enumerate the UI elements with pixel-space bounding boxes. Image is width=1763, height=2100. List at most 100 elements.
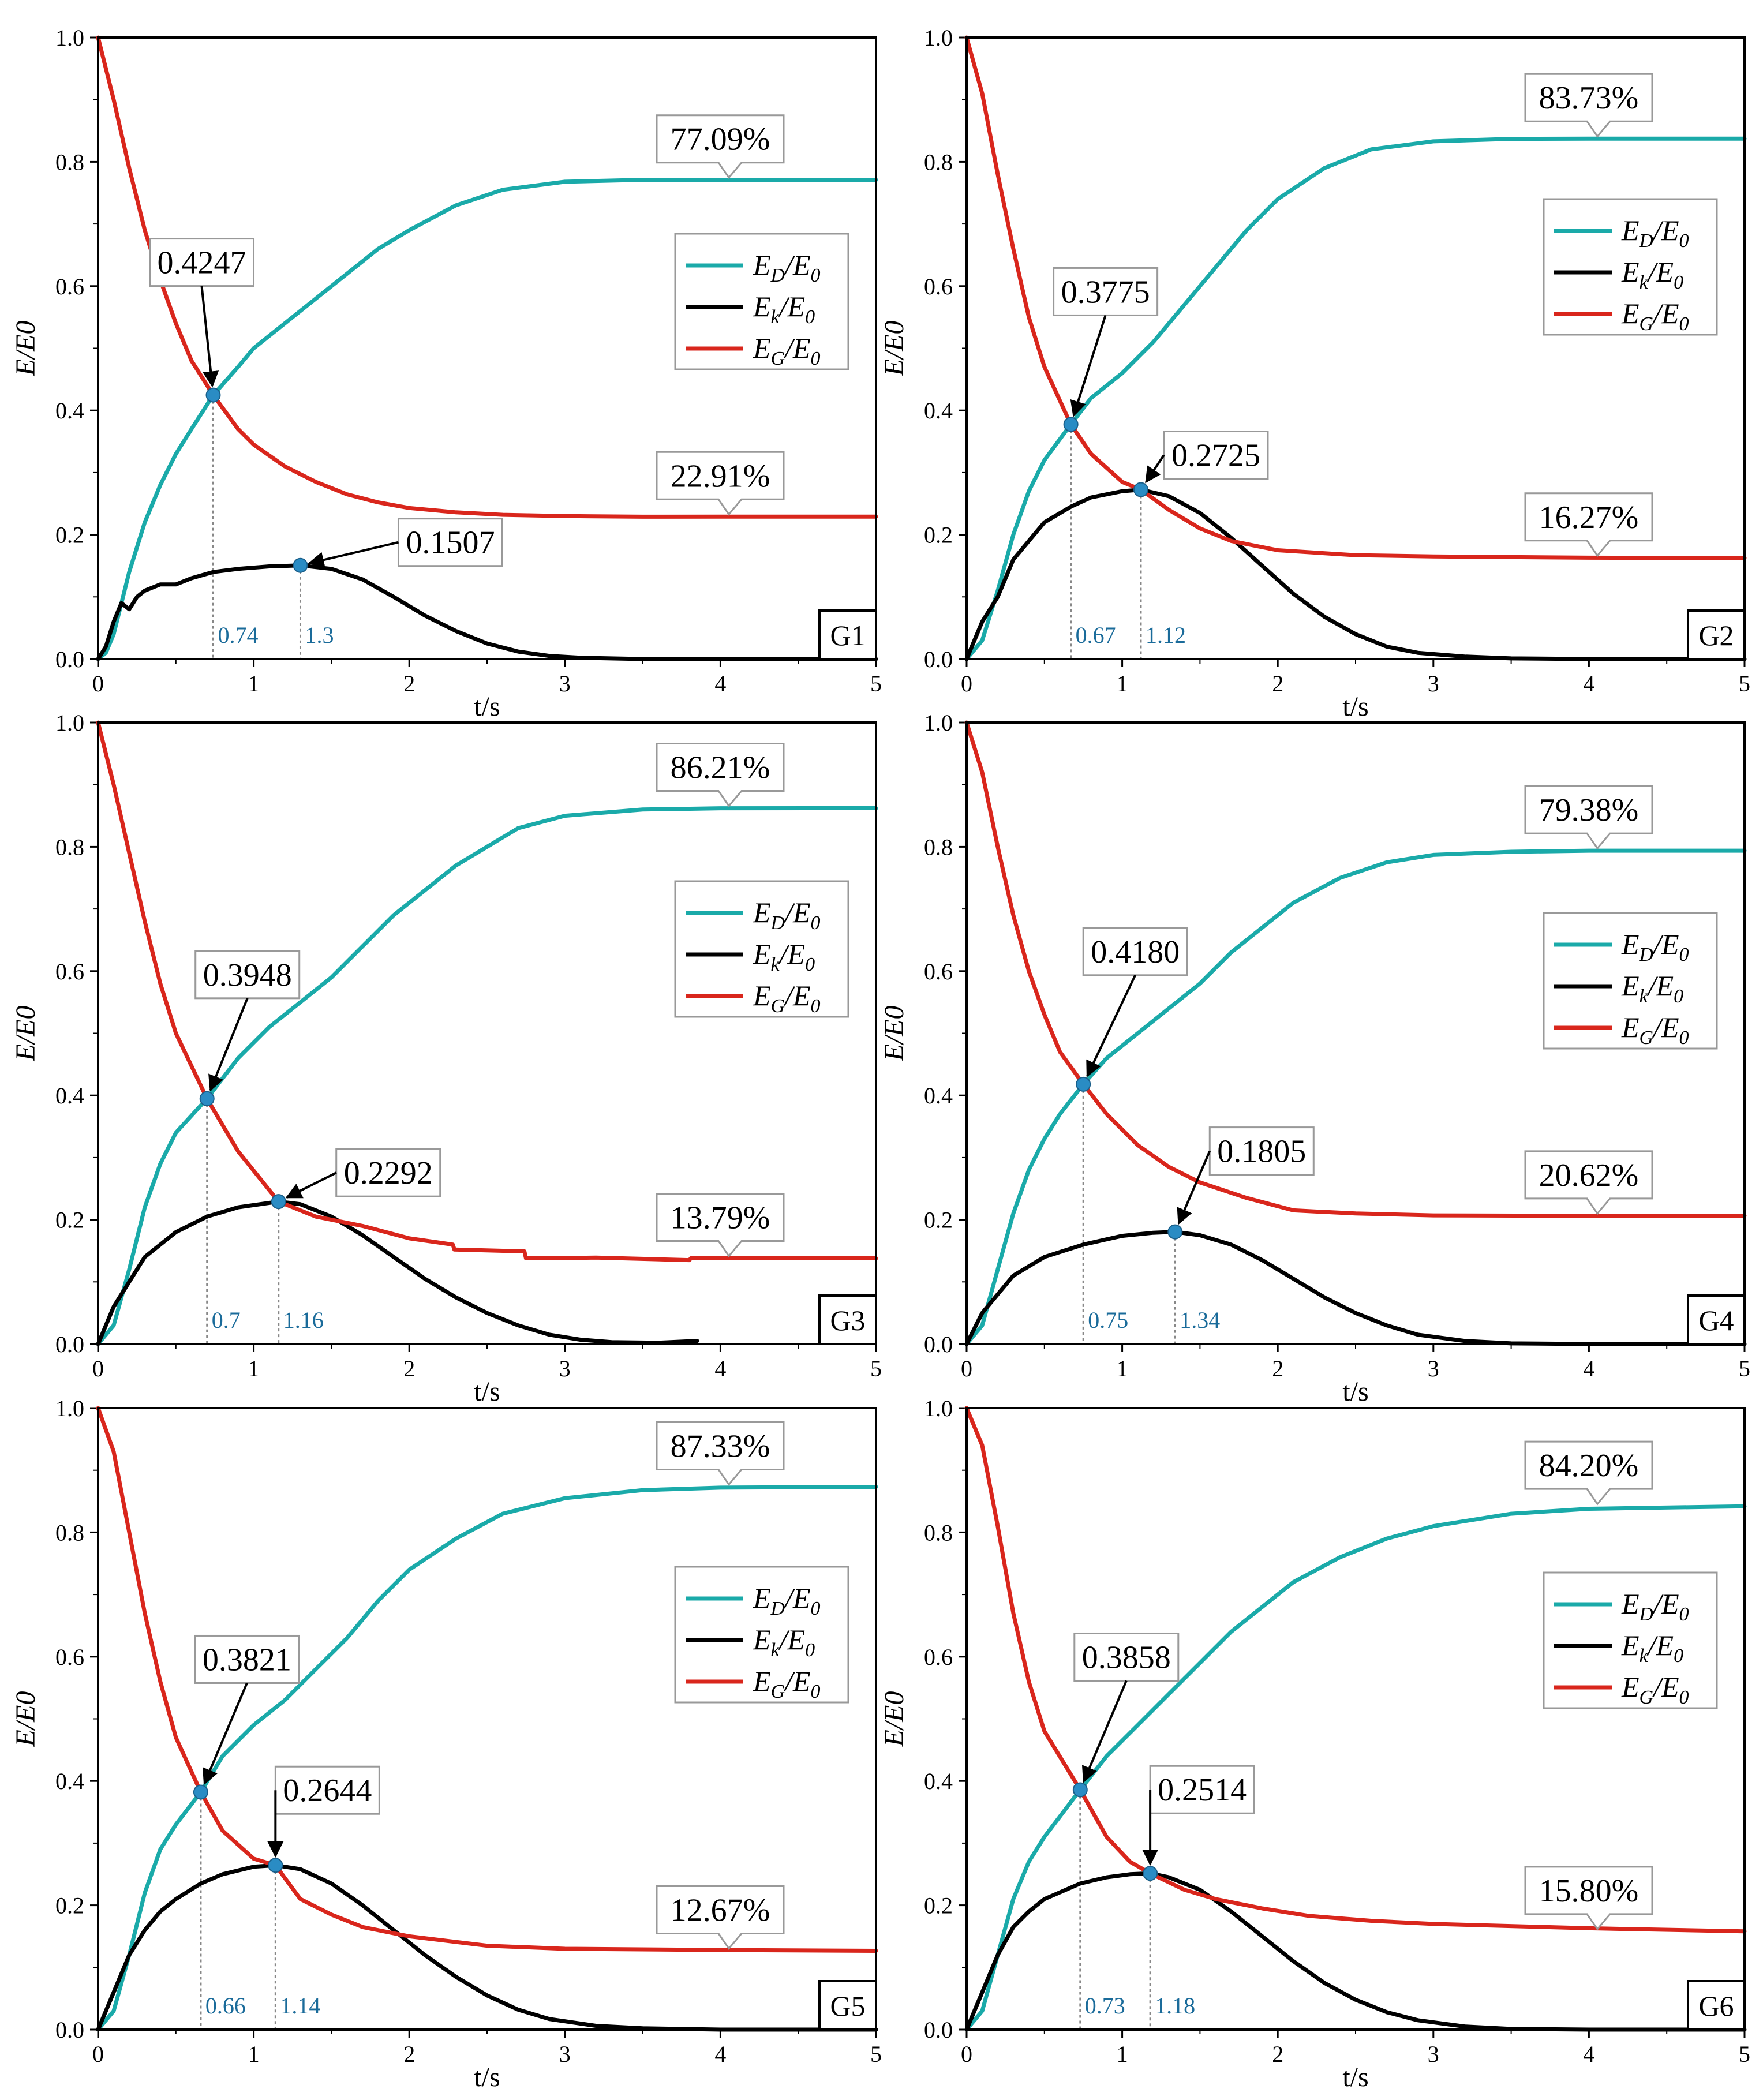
legend-label-ek: Ek/E0 (1621, 256, 1683, 293)
legend-den-subscript: 0 (811, 912, 821, 934)
y-tick-label: 0.4 (924, 398, 953, 424)
x-tick-label: 4 (1583, 1356, 1594, 1382)
legend-den-subscript: 0 (1674, 272, 1683, 293)
legend-main: E (753, 896, 771, 929)
legend-label-ed: ED/E0 (753, 896, 821, 934)
x-axis-title: t/s (1342, 1376, 1368, 1407)
legend-label-ek: Ek/E0 (1621, 1629, 1683, 1667)
plot-frame (965, 721, 1746, 1345)
time-label: 1.16 (283, 1307, 324, 1333)
plot-frame (97, 1407, 877, 2031)
y-tick-label: 0.8 (924, 1519, 953, 1545)
y-tick-label: 0.0 (55, 1331, 84, 1357)
series-line-ek (964, 488, 1747, 661)
legend-label-eg: EG/E0 (753, 1665, 821, 1702)
percent-label: 22.91% (671, 458, 770, 494)
panel-tag-box (818, 1294, 877, 1345)
series-line-eg (96, 1406, 878, 1953)
percent-callout (1524, 73, 1653, 138)
panel-g6: 0 1 2 3 4 50.00.20.40.60.81.0t/sE/E00.73 1.180… (879, 1395, 1750, 2092)
panel-tag: G3 (830, 1304, 865, 1337)
legend-sep: /E (783, 896, 810, 929)
panel-g3: 0 1 2 3 4 50.00.20.40.60.81.0t/sE/E00.7 1.160.… (10, 710, 882, 1407)
y-tick-label: 0.0 (924, 1331, 953, 1357)
y-axis-title: E/E0 (879, 1006, 909, 1062)
legend-label-ek: Ek/E0 (753, 290, 815, 328)
legend-main: E (1621, 969, 1640, 1002)
y-tick-label: 0.8 (55, 834, 84, 860)
value-arrow (1145, 454, 1165, 484)
value-box (335, 1148, 441, 1197)
legend-sep: /E (778, 290, 805, 323)
x-tick-label: 3 (1428, 671, 1439, 697)
legend-sep: /E (783, 979, 810, 1012)
value-arrow (1177, 1150, 1211, 1225)
legend-label-ed: ED/E0 (753, 249, 821, 286)
y-tick-label: 0.0 (55, 2017, 84, 2043)
highlight-point (1076, 1076, 1091, 1092)
value-box (1149, 1765, 1255, 1814)
y-tick-label: 0.2 (924, 1893, 953, 1919)
y-tick-label: 0.4 (924, 1768, 953, 1794)
y-tick-label: 1.0 (924, 25, 953, 51)
percent-label: 86.21% (671, 750, 770, 786)
legend-den-subscript: 0 (811, 1681, 821, 1702)
legend-main: E (1621, 1671, 1640, 1703)
legend-den-subscript: 0 (811, 348, 821, 369)
legend-subscript: D (1639, 1604, 1654, 1625)
y-axis-title: E/E0 (10, 1691, 41, 1747)
time-label: 0.67 (1076, 622, 1116, 648)
x-tick-label: 2 (403, 1356, 415, 1382)
value-arrow (1081, 1680, 1128, 1783)
legend-label-ek: Ek/E0 (1621, 969, 1683, 1007)
value-label: 0.3948 (203, 957, 292, 993)
panel-tag-box (818, 1980, 877, 2031)
legend-subscript: D (770, 1598, 785, 1619)
x-tick-label: 5 (1739, 671, 1750, 697)
value-label: 0.4247 (158, 245, 246, 281)
y-tick-label: 0.8 (55, 149, 84, 175)
panel-tag: G5 (830, 1990, 865, 2022)
legend-main: E (1621, 1011, 1640, 1043)
legend-sep: /E (778, 1623, 805, 1656)
legend-subscript: D (770, 912, 785, 934)
highlight-point (205, 387, 221, 403)
plot-frame (97, 721, 877, 1345)
y-tick-label: 0.4 (924, 1083, 953, 1109)
legend-subscript: k (1640, 986, 1649, 1007)
x-tick-label: 5 (870, 2041, 882, 2067)
series-line-ed (964, 136, 1747, 661)
panel-tag-box (1687, 609, 1746, 660)
legend-subscript: D (1639, 230, 1654, 252)
x-tick-label: 1 (248, 671, 260, 697)
value-label: 0.3858 (1082, 1639, 1171, 1675)
legend-subscript: G (771, 348, 785, 369)
panel-g5: 0 1 2 3 4 50.00.20.40.60.81.0t/sE/E00.66 1.140… (10, 1395, 882, 2092)
x-tick-label: 3 (559, 671, 571, 697)
y-tick-label: 1.0 (55, 1395, 84, 1421)
legend-subscript: G (771, 995, 785, 1017)
legend-sep: /E (783, 1665, 810, 1697)
value-box (1163, 431, 1269, 480)
legend-sep: /E (783, 1582, 810, 1614)
legend-subscript: G (1640, 1687, 1654, 1708)
value-arrow (208, 998, 249, 1092)
x-tick-label: 4 (714, 2041, 726, 2067)
x-tick-label: 3 (1428, 2041, 1439, 2067)
series-line-ed (96, 806, 878, 1346)
highlight-point (199, 1091, 215, 1106)
legend-subscript: G (1640, 1027, 1654, 1049)
x-axis-title: t/s (1342, 2062, 1368, 2092)
legend-main: E (1621, 928, 1640, 960)
y-axis-title: E/E0 (879, 321, 909, 377)
x-tick-label: 2 (403, 671, 415, 697)
percent-callout (1524, 1866, 1653, 1931)
legend-den-subscript: 0 (1679, 1604, 1689, 1625)
y-tick-label: 0.0 (55, 646, 84, 672)
x-tick-label: 2 (403, 2041, 415, 2067)
x-tick-label: 5 (1739, 2041, 1750, 2067)
series-line-ed (96, 178, 878, 661)
legend-den-subscript: 0 (811, 995, 821, 1017)
series-line-ek (964, 1871, 1747, 2032)
